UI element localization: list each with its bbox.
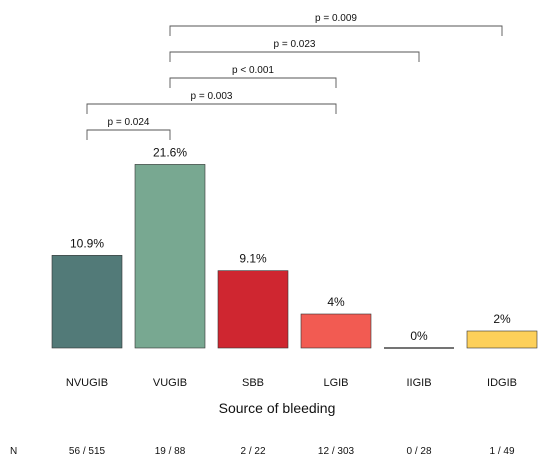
category-label: SBB	[242, 377, 264, 389]
value-labels: 10.9% 21.6% 9.1% 4% 0% 2%	[70, 145, 511, 343]
significance-bracket	[86, 103, 337, 114]
value-label: 21.6%	[153, 145, 187, 159]
value-label: 0%	[410, 329, 428, 343]
significance-bracket	[169, 25, 503, 36]
category-label: LGIB	[323, 377, 348, 389]
n-row-label: N	[10, 446, 17, 457]
bar-nvugib	[51, 255, 123, 349]
p-value-label: p < 0.001	[232, 65, 274, 76]
value-label: 9.1%	[239, 252, 267, 266]
x-axis-label: Source of bleeding	[219, 400, 336, 416]
value-label: 10.9%	[70, 236, 104, 250]
category-label: IDGIB	[487, 377, 517, 389]
p-value-label: p = 0.003	[191, 91, 233, 102]
n-value: 1 / 49	[489, 446, 514, 457]
p-value-label: p = 0.023	[274, 39, 316, 50]
significance-bracket	[86, 129, 171, 140]
p-value-label: p = 0.024	[108, 117, 150, 128]
category-label: VUGIB	[153, 377, 187, 389]
n-value: 2 / 22	[240, 446, 265, 457]
category-label: NVUGIB	[66, 377, 108, 389]
category-label: IIGIB	[406, 377, 431, 389]
value-label: 2%	[493, 312, 511, 326]
significance-brackets: p = 0.024 p = 0.003 p < 0.001 p = 0.023 p = …	[86, 13, 503, 140]
category-labels: NVUGIB VUGIB SBB LGIB IIGIB IDGIB	[66, 377, 517, 389]
bar-lgib	[300, 313, 372, 349]
n-value: 56 / 515	[69, 446, 106, 457]
bars	[51, 164, 538, 349]
n-value: 0 / 28	[406, 446, 431, 457]
n-values-row: 56 / 515 19 / 88 2 / 22 12 / 303 0 / 28 1 / 4…	[69, 446, 515, 457]
p-value-label: p = 0.009	[315, 13, 357, 24]
n-value: 12 / 303	[318, 446, 355, 457]
significance-bracket	[169, 77, 337, 88]
bar-sbb	[217, 270, 289, 349]
significance-bracket	[169, 51, 420, 62]
bar-idgib	[466, 330, 538, 349]
n-value: 19 / 88	[155, 446, 186, 457]
value-label: 4%	[327, 295, 345, 309]
bar-vugib	[134, 164, 206, 349]
